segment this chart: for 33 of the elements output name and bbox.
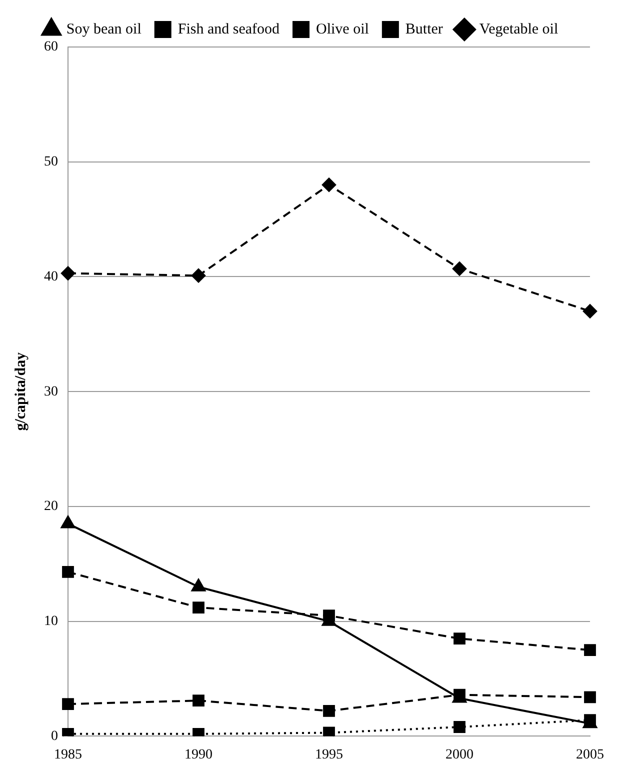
y-tick-label: 60	[44, 40, 58, 55]
legend-label: Fish and seafood	[178, 21, 280, 38]
y-tick-label: 0	[51, 728, 58, 744]
point	[322, 178, 336, 192]
point	[62, 698, 74, 710]
y-axis-title: g/capita/day	[12, 352, 29, 431]
point	[192, 602, 204, 614]
x-tick-label: 1990	[184, 747, 212, 762]
y-tick-label: 20	[44, 499, 58, 514]
point	[62, 566, 74, 578]
x-tick-label: 1995	[315, 747, 343, 762]
point	[61, 266, 75, 280]
point	[323, 726, 335, 736]
point	[452, 262, 466, 276]
point	[192, 268, 206, 283]
point	[323, 704, 335, 717]
point	[454, 721, 466, 733]
y-tick-label: 10	[44, 614, 58, 630]
legend-label: Butter	[405, 21, 443, 38]
point	[583, 304, 597, 318]
x-tick-label: 2000	[446, 747, 474, 762]
point	[192, 694, 204, 707]
legend-label: Soy bean oil	[66, 21, 142, 38]
point	[584, 644, 596, 656]
point	[584, 691, 596, 704]
legend-label: Vegetable oil	[479, 21, 558, 38]
y-tick-label: 50	[44, 154, 58, 170]
x-tick-label: 2005	[576, 747, 604, 762]
x-tick-label: 1985	[54, 747, 82, 762]
point	[454, 632, 466, 645]
y-tick-label: 30	[44, 384, 58, 400]
legend-label: Olive oil	[316, 21, 369, 38]
y-tick-label: 40	[44, 269, 58, 284]
